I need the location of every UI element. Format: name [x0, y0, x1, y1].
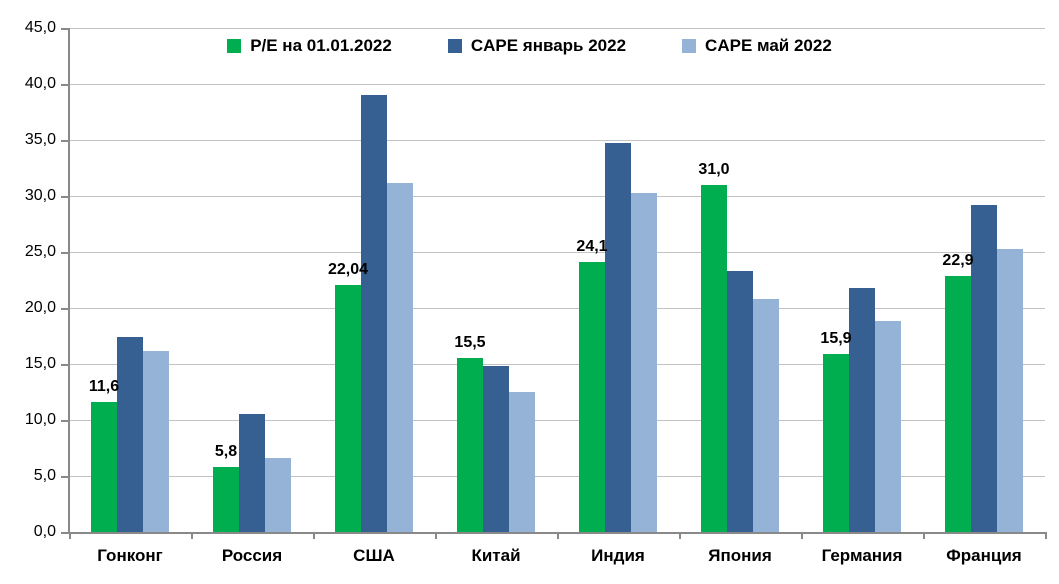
bar-2-1: [265, 458, 291, 532]
y-axis-tick-label: 0,0: [33, 523, 56, 540]
legend-label: CAPE май 2022: [705, 36, 832, 55]
gridline: [69, 364, 1045, 365]
bar-2-4: [631, 193, 657, 532]
category-label: Гонконг: [97, 546, 163, 565]
category-label: Япония: [708, 546, 772, 565]
data-label: 11,6: [88, 378, 120, 395]
legend-label: P/E на 01.01.2022: [250, 36, 392, 55]
bar-2-0: [143, 351, 169, 532]
y-axis-tick: [61, 196, 69, 198]
data-label: 15,5: [454, 334, 486, 351]
category-label: Индия: [591, 546, 645, 565]
bar-1-6: [849, 288, 875, 532]
bar-1-7: [971, 205, 997, 532]
gridline: [69, 84, 1045, 85]
y-axis-tick-label: 15,0: [24, 355, 56, 372]
data-label: 24,1: [576, 238, 608, 255]
bar-0-6: [823, 354, 849, 532]
y-axis-tick-label: 5,0: [33, 467, 56, 484]
bar-2-2: [387, 183, 413, 532]
category-label: Германия: [821, 546, 903, 565]
bar-1-5: [727, 271, 753, 532]
y-axis-tick: [61, 476, 69, 478]
bar-0-2: [335, 285, 361, 532]
category-label: Франция: [946, 546, 1022, 565]
legend-swatch-icon: [227, 39, 242, 53]
bar-1-4: [605, 143, 631, 532]
gridline: [69, 476, 1045, 477]
x-axis-tick: [801, 532, 803, 539]
x-axis-tick: [679, 532, 681, 539]
x-axis-tick: [313, 532, 315, 539]
bar-1-3: [483, 366, 509, 532]
y-axis-tick: [61, 532, 69, 534]
x-axis-tick: [557, 532, 559, 539]
category-label: США: [353, 546, 395, 565]
gridline: [69, 28, 1045, 29]
data-label: 22,04: [327, 261, 369, 278]
chart-legend: P/E на 01.01.2022 CAPE январь 2022 CAPE ма…: [0, 36, 1059, 56]
legend-swatch-icon: [682, 39, 697, 53]
gridline: [69, 196, 1045, 197]
bar-0-7: [945, 276, 971, 532]
bar-0-4: [579, 262, 605, 532]
bar-1-2: [361, 95, 387, 532]
legend-label: CAPE январь 2022: [470, 36, 627, 55]
x-axis-tick: [191, 532, 193, 539]
data-label: 15,9: [820, 330, 852, 347]
legend-swatch-icon: [447, 39, 462, 53]
bar-0-5: [701, 185, 727, 532]
y-axis-tick: [61, 140, 69, 142]
y-axis-tick-label: 25,0: [24, 243, 56, 260]
legend-item-0: P/E на 01.01.2022: [227, 36, 392, 56]
category-label: Россия: [221, 546, 283, 565]
bar-0-1: [213, 467, 239, 532]
bar-0-0: [91, 402, 117, 532]
legend-item-2: CAPE май 2022: [682, 36, 832, 56]
y-axis-tick: [61, 308, 69, 310]
bar-1-1: [239, 414, 265, 532]
gridline: [69, 420, 1045, 421]
y-axis-tick-label: 20,0: [24, 299, 56, 316]
y-axis-tick-label: 10,0: [24, 411, 56, 428]
bar-1-0: [117, 337, 143, 532]
y-axis-tick-label: 35,0: [24, 131, 56, 148]
gridline: [69, 252, 1045, 253]
bar-2-6: [875, 321, 901, 532]
legend-item-1: CAPE январь 2022: [447, 36, 627, 56]
bar-2-7: [997, 249, 1023, 532]
data-label: 5,8: [214, 443, 238, 460]
y-axis-tick: [61, 364, 69, 366]
y-axis-tick-label: 45,0: [24, 19, 56, 36]
x-axis-tick: [435, 532, 437, 539]
bar-2-3: [509, 392, 535, 532]
gridline: [69, 140, 1045, 141]
y-axis-tick: [61, 252, 69, 254]
y-axis-tick: [61, 84, 69, 86]
y-axis-tick-label: 40,0: [24, 75, 56, 92]
y-axis-tick: [61, 420, 69, 422]
bar-0-3: [457, 358, 483, 532]
x-axis-tick: [923, 532, 925, 539]
data-label: 22,9: [942, 252, 974, 269]
gridline: [69, 308, 1045, 309]
data-label: 31,0: [698, 161, 730, 178]
bar-2-5: [753, 299, 779, 532]
y-axis-tick: [61, 28, 69, 30]
y-axis-tick-label: 30,0: [24, 187, 56, 204]
plot-area: 11,6 5,8 22,04 15,5 24,1 31,0 15,9 22,9: [69, 28, 1045, 532]
y-axis-line: [68, 28, 70, 533]
category-label: Китай: [471, 546, 521, 565]
x-axis-tick: [1045, 532, 1047, 539]
x-axis-tick: [69, 532, 71, 539]
